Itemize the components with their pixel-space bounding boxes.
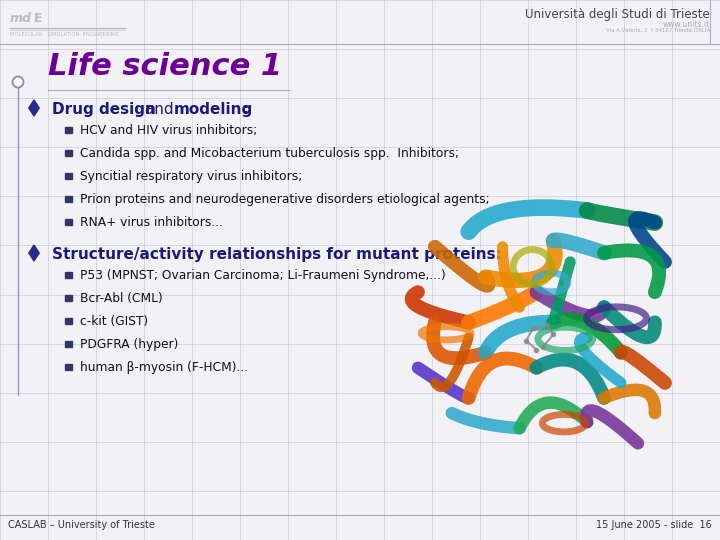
Text: P53 (MPNST; Ovarian Carcinoma; Li-Fraumeni Syndrome,...): P53 (MPNST; Ovarian Carcinoma; Li-Fraume… bbox=[80, 269, 446, 282]
Polygon shape bbox=[65, 341, 71, 347]
Text: :: : bbox=[242, 102, 248, 117]
Text: modeling: modeling bbox=[174, 102, 253, 117]
Text: Drug design: Drug design bbox=[52, 102, 156, 117]
Text: CASLAB – University of Trieste: CASLAB – University of Trieste bbox=[8, 520, 155, 530]
Text: Candida spp. and Micobacterium tuberculosis spp.  Inhibitors;: Candida spp. and Micobacterium tuberculo… bbox=[80, 147, 459, 160]
Text: human β-myosin (F-HCM)...: human β-myosin (F-HCM)... bbox=[80, 361, 248, 374]
Text: Via A.Valerio, 2  I-34127 Trieste ITALIA: Via A.Valerio, 2 I-34127 Trieste ITALIA bbox=[606, 28, 710, 33]
Text: Syncitial respiratory virus inhibitors;: Syncitial respiratory virus inhibitors; bbox=[80, 170, 302, 183]
Text: and: and bbox=[140, 102, 179, 117]
Text: HCV and HIV virus inhibitors;: HCV and HIV virus inhibitors; bbox=[80, 124, 257, 137]
Text: www.units.it: www.units.it bbox=[662, 20, 710, 29]
Text: Structure/activity relationships for mutant proteins:: Structure/activity relationships for mut… bbox=[52, 247, 502, 262]
Text: Life science 1: Life science 1 bbox=[48, 52, 282, 81]
Polygon shape bbox=[65, 150, 71, 156]
Polygon shape bbox=[65, 319, 71, 323]
Text: PDGFRA (hyper): PDGFRA (hyper) bbox=[80, 338, 179, 351]
Polygon shape bbox=[29, 245, 39, 261]
Text: E: E bbox=[34, 12, 42, 25]
Polygon shape bbox=[65, 364, 71, 369]
Text: Università degli Studi di Trieste: Università degli Studi di Trieste bbox=[526, 8, 710, 21]
Polygon shape bbox=[65, 295, 71, 301]
Text: 15 June 2005 - slide  16: 15 June 2005 - slide 16 bbox=[596, 520, 712, 530]
Polygon shape bbox=[65, 272, 71, 278]
Polygon shape bbox=[65, 173, 71, 179]
Text: MOLECULAR   SIMULATION  ENGINEERING: MOLECULAR SIMULATION ENGINEERING bbox=[10, 32, 119, 37]
Polygon shape bbox=[65, 197, 71, 201]
Text: Bcr-Abl (CML): Bcr-Abl (CML) bbox=[80, 292, 163, 305]
Polygon shape bbox=[65, 127, 71, 133]
Text: md: md bbox=[10, 12, 32, 25]
Text: Prion proteins and neurodegenerative disorders etiological agents;: Prion proteins and neurodegenerative dis… bbox=[80, 193, 490, 206]
Polygon shape bbox=[29, 100, 39, 116]
Text: RNA+ virus inhibitors...: RNA+ virus inhibitors... bbox=[80, 216, 223, 229]
Text: c-kit (GIST): c-kit (GIST) bbox=[80, 315, 148, 328]
Circle shape bbox=[12, 77, 24, 87]
Polygon shape bbox=[65, 219, 71, 225]
